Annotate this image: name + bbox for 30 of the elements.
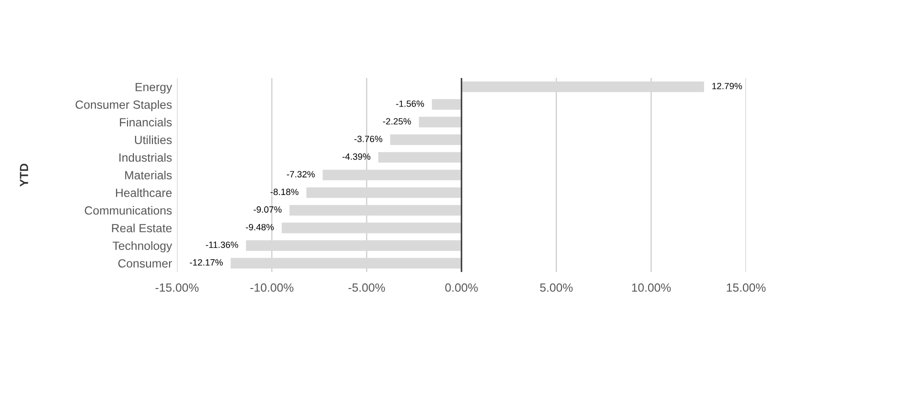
x-tick-label: -15.00% — [156, 283, 199, 292]
data-label: -7.32% — [286, 171, 315, 178]
data-label: -12.17% — [190, 259, 223, 266]
data-label: -9.48% — [246, 224, 274, 230]
x-tick-label: 5.00% — [540, 283, 573, 292]
x-tick-label: 15.00% — [726, 283, 766, 292]
x-tick-label: -10.00% — [250, 283, 294, 292]
data-label: -9.07% — [254, 206, 282, 213]
y-tick-label: Financials — [120, 118, 172, 126]
y-tick-label: Utilities — [135, 135, 172, 144]
y-tick-label: Communications — [84, 206, 172, 215]
y-tick-label: Energy — [136, 82, 172, 94]
data-label: -3.76% — [354, 136, 382, 142]
y-tick-label: Technology — [112, 241, 172, 252]
data-label: -2.25% — [383, 118, 411, 125]
y-tick-label: Consumer Staples — [76, 100, 172, 112]
y-tick-label: Industrials — [119, 153, 172, 162]
data-label: -1.56% — [396, 100, 424, 107]
data-label: -4.39% — [342, 153, 370, 160]
y-tick-label: Consumer — [118, 259, 172, 268]
data-label: -11.36% — [206, 242, 238, 248]
y-tick-label: Materials — [125, 170, 172, 180]
data-label: -8.18% — [270, 188, 298, 196]
data-label: 12.79% — [712, 82, 742, 90]
y-tick-label: Healthcare — [116, 188, 172, 198]
y-axis-title: YTD — [20, 164, 28, 187]
x-tick-label: 10.00% — [632, 283, 671, 292]
y-tick-label: Real Estate — [112, 224, 172, 232]
x-tick-label: 0.00% — [445, 283, 478, 292]
x-tick-label: -5.00% — [348, 283, 385, 292]
